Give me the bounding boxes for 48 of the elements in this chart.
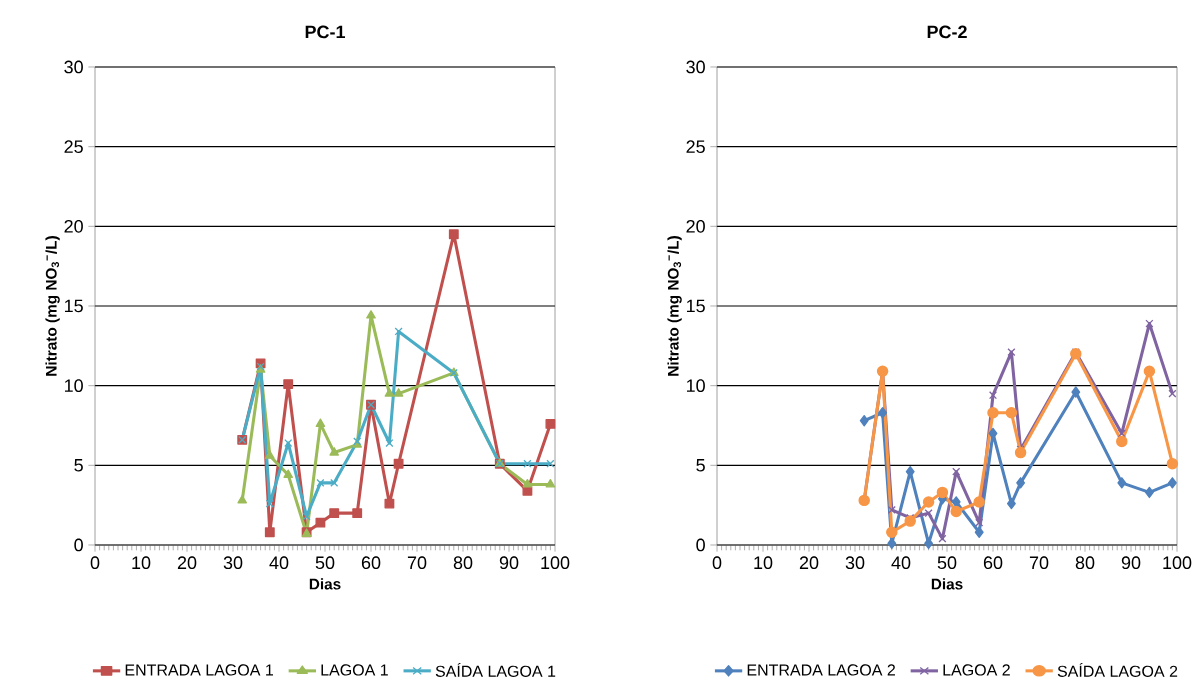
y-tick-label: 10 bbox=[686, 379, 705, 393]
x-tick-label: 90 bbox=[1121, 556, 1141, 570]
y-tick-label: 0 bbox=[74, 538, 83, 552]
x-tick-label: 70 bbox=[407, 556, 427, 570]
y-tick-label: 20 bbox=[686, 219, 705, 233]
x-tick-label: 40 bbox=[891, 556, 911, 570]
chart-title: PC-1 bbox=[305, 25, 346, 39]
x-tick-label: 60 bbox=[361, 556, 381, 570]
legend-label: LAGOA 1 bbox=[321, 664, 388, 676]
y-axis-title: Nitrato (mg NO$_{3}$$^{−}$/L) bbox=[45, 236, 60, 376]
x-tick-label: 30 bbox=[223, 556, 243, 570]
y-tick-label: 15 bbox=[686, 299, 705, 313]
x-tick-label: 90 bbox=[499, 556, 519, 570]
y-tick-label: 10 bbox=[64, 379, 83, 393]
x-tick-label: 50 bbox=[315, 556, 335, 570]
x-tick-label: 0 bbox=[90, 556, 100, 570]
legend-label: LAGOA 2 bbox=[943, 664, 1010, 676]
x-tick-label: 80 bbox=[1075, 556, 1095, 570]
y-tick-label: 5 bbox=[74, 459, 83, 472]
y-tick-label: 0 bbox=[696, 538, 705, 552]
x-axis-title: Dias bbox=[931, 578, 963, 590]
legend-label: SAÍDA LAGOA 2 bbox=[1057, 662, 1178, 677]
chart-title: PC-2 bbox=[927, 25, 967, 39]
x-tick-label: 60 bbox=[983, 556, 1003, 570]
x-tick-label: 80 bbox=[453, 556, 473, 570]
x-tick-label: 10 bbox=[132, 556, 151, 570]
y-tick-label: 15 bbox=[64, 299, 83, 313]
legend-label: ENTRADA LAGOA 2 bbox=[747, 664, 895, 676]
x-tick-label: 100 bbox=[541, 556, 570, 570]
y-tick-label: 5 bbox=[696, 459, 705, 472]
x-axis-title: Dias bbox=[309, 578, 341, 590]
x-tick-label: 10 bbox=[754, 556, 773, 570]
x-tick-label: 0 bbox=[712, 556, 722, 570]
x-tick-label: 30 bbox=[845, 556, 865, 570]
y-tick-label: 30 bbox=[686, 60, 705, 74]
x-tick-label: 70 bbox=[1029, 556, 1049, 570]
legend-label: SAÍDA LAGOA 1 bbox=[435, 662, 556, 677]
x-tick-label: 100 bbox=[1163, 556, 1192, 570]
y-tick-label: 30 bbox=[64, 60, 83, 74]
x-tick-label: 50 bbox=[937, 556, 957, 570]
y-tick-label: 25 bbox=[64, 140, 83, 154]
y-axis-title: Nitrato (mg NO$_{3}$$^{−}$/L) bbox=[667, 236, 682, 376]
x-tick-label: 20 bbox=[177, 556, 197, 570]
legend-label: ENTRADA LAGOA 1 bbox=[125, 664, 273, 676]
x-tick-label: 20 bbox=[799, 556, 819, 570]
y-tick-label: 25 bbox=[686, 140, 705, 154]
x-tick-label: 40 bbox=[269, 556, 289, 570]
y-tick-label: 20 bbox=[64, 219, 83, 233]
